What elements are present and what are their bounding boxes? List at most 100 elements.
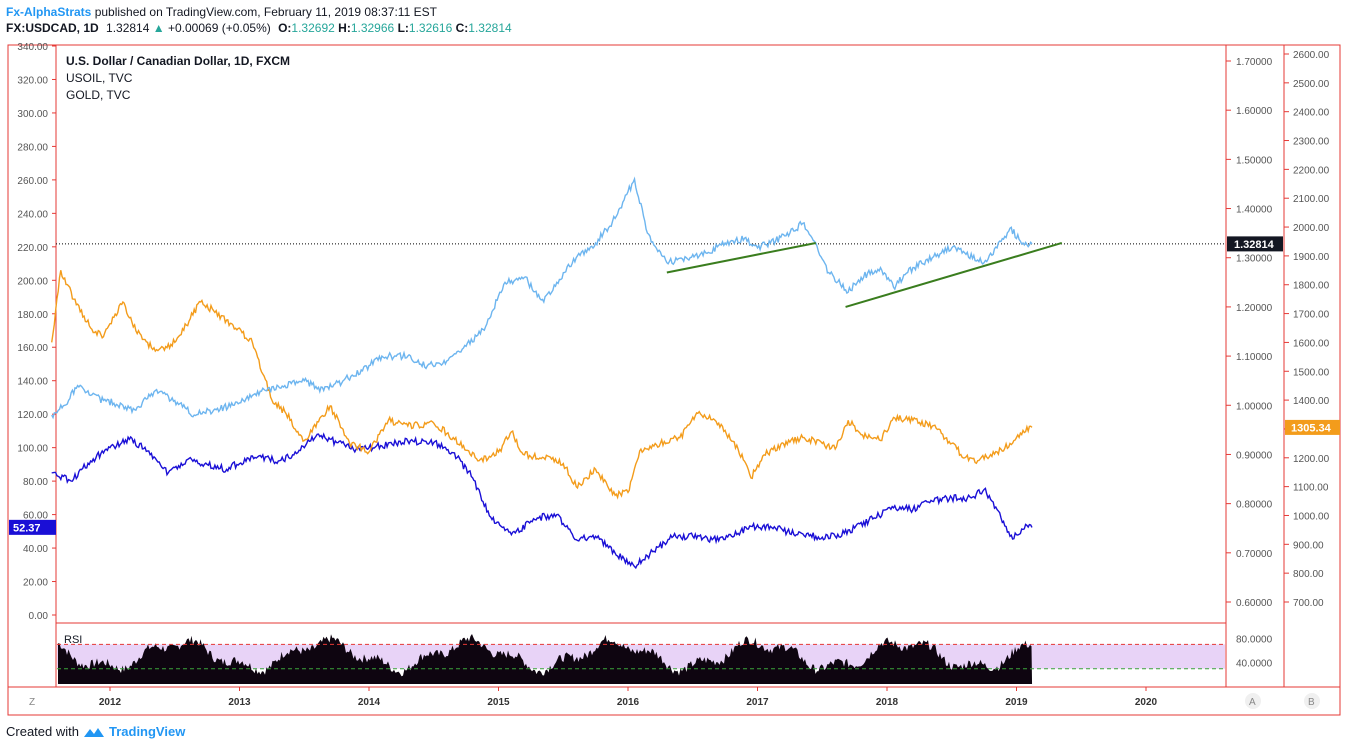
usdcad-price-axis[interactable]: 0.60000 0.70000 0.80000 0.90000 1.00000 1.100… xyxy=(1226,57,1273,609)
x-tick-label: 2016 xyxy=(617,697,640,708)
rsi-label: RSI xyxy=(64,634,82,646)
tradingview-logo-icon xyxy=(83,727,104,737)
created-with-text: Created with xyxy=(6,724,79,739)
mid-tick-label: 0.90000 xyxy=(1236,450,1273,461)
left-tick-label: 220.00 xyxy=(17,243,48,254)
right-tick-label: 1600.00 xyxy=(1293,338,1330,349)
author-link[interactable]: Fx-AlphaStrats xyxy=(6,5,92,19)
right-tick-label: 700.00 xyxy=(1293,598,1324,609)
series-group xyxy=(51,176,1033,570)
oil-price-badge: 52.37 xyxy=(9,519,56,535)
close-value: 1.32814 xyxy=(468,21,512,35)
trendline-1[interactable] xyxy=(666,241,816,274)
right-tick-label: 2000.00 xyxy=(1293,223,1330,234)
up-arrow-icon: ▲ xyxy=(152,21,165,35)
open-label: O: xyxy=(278,21,292,35)
published-text: published on TradingView.com, February 1… xyxy=(91,5,437,19)
auto-scale-label: A xyxy=(1249,697,1256,708)
x-tick-label: 2012 xyxy=(99,697,122,708)
right-tick-label: 1100.00 xyxy=(1293,483,1329,494)
left-tick-label: 20.00 xyxy=(23,578,48,589)
tradingview-link[interactable]: TradingView xyxy=(108,724,186,739)
gold-price-badge: 1305.34 xyxy=(1285,419,1340,435)
right-tick-label: 1200.00 xyxy=(1293,454,1330,465)
open-value: 1.32692 xyxy=(291,21,335,35)
trendline-group[interactable] xyxy=(666,241,1063,308)
auto-scale-button[interactable] xyxy=(1245,693,1261,709)
left-tick-label: 200.00 xyxy=(17,276,48,287)
change-value: +0.00069 (+0.05%) xyxy=(167,21,271,35)
mid-tick-label: 1.30000 xyxy=(1236,254,1273,265)
mid-tick-label: 1.00000 xyxy=(1236,401,1273,412)
left-tick-label: 320.00 xyxy=(17,75,48,86)
mid-tick-label: 0.60000 xyxy=(1236,598,1273,609)
high-value: 1.32966 xyxy=(350,21,395,35)
left-tick-label: 340.00 xyxy=(17,42,48,53)
right-tick-label: 1400.00 xyxy=(1293,396,1330,407)
scale-button-right[interactable] xyxy=(1304,693,1320,709)
gold-price-axis[interactable]: 700.00 800.00 900.00 1000.00 1100.00 1200.00 1… xyxy=(1284,50,1330,609)
rsi-axis[interactable]: 40.0000 80.0000 xyxy=(1236,634,1273,669)
usdcad-price-badge: 1.32814 xyxy=(1227,236,1283,252)
right-tick-label: 2500.00 xyxy=(1293,79,1330,90)
left-tick-label: 0.00 xyxy=(29,611,49,622)
mid-tick-label: 1.60000 xyxy=(1236,106,1273,117)
left-tick-label: 280.00 xyxy=(17,142,48,153)
scale-right-label: B xyxy=(1308,697,1315,708)
left-tick-label: 300.00 xyxy=(17,109,48,120)
oil-badge-text: 52.37 xyxy=(13,522,41,534)
left-tick-label: 40.00 xyxy=(23,544,48,555)
mid-tick-label: 1.20000 xyxy=(1236,303,1273,314)
x-tick-label: 2019 xyxy=(1005,697,1028,708)
left-tick-label: 120.00 xyxy=(17,410,48,421)
left-tick-label: 80.00 xyxy=(23,477,48,488)
series-line-usdcad xyxy=(51,176,1033,420)
low-label: L: xyxy=(397,21,409,35)
right-tick-label: 800.00 xyxy=(1293,569,1324,580)
right-tick-label: 2100.00 xyxy=(1293,194,1330,205)
right-tick-label: 2300.00 xyxy=(1293,137,1330,148)
time-axis[interactable]: 2012 2013 2014 2015 2016 2017 2018 2019 2020 xyxy=(99,687,1158,708)
legend-gold[interactable]: GOLD, TVC xyxy=(66,88,131,102)
high-label: H: xyxy=(338,21,351,35)
scale-button-left[interactable]: Z xyxy=(29,697,35,708)
usdcad-badge-text: 1.32814 xyxy=(1234,239,1275,251)
right-tick-label: 1900.00 xyxy=(1293,252,1330,263)
gold-badge-text: 1305.34 xyxy=(1291,422,1332,434)
x-tick-label: 2013 xyxy=(228,697,251,708)
left-tick-label: 240.00 xyxy=(17,209,48,220)
right-tick-label: 2600.00 xyxy=(1293,50,1330,61)
series-line-usoil xyxy=(51,432,1033,570)
rsi-tick-label: 40.0000 xyxy=(1236,659,1273,670)
right-tick-label: 1000.00 xyxy=(1293,511,1330,522)
chart-header: Fx-AlphaStrats published on TradingView.… xyxy=(6,4,512,36)
close-label: C: xyxy=(455,21,469,35)
x-tick-label: 2015 xyxy=(487,697,510,708)
last-price: 1.32814 xyxy=(106,21,150,35)
legend-usoil[interactable]: USOIL, TVC xyxy=(66,71,133,85)
mid-tick-label: 1.40000 xyxy=(1236,205,1273,216)
left-tick-label: 260.00 xyxy=(17,176,48,187)
rsi-tick-label: 80.0000 xyxy=(1236,634,1273,645)
x-tick-label: 2017 xyxy=(746,697,769,708)
series-line-gold xyxy=(51,270,1033,500)
left-tick-label: 140.00 xyxy=(17,377,48,388)
symbol-label[interactable]: FX:USDCAD, 1D xyxy=(6,21,99,35)
left-tick-label: 100.00 xyxy=(17,444,48,455)
left-tick-label: 60.00 xyxy=(23,511,48,522)
mid-tick-label: 1.50000 xyxy=(1236,155,1273,166)
x-tick-label: 2020 xyxy=(1135,697,1158,708)
mid-axis-frame xyxy=(1225,44,1285,688)
low-value: 1.32616 xyxy=(408,21,453,35)
main-pane-frame xyxy=(55,44,1227,624)
left-tick-label: 180.00 xyxy=(17,310,48,321)
right-tick-label: 2400.00 xyxy=(1293,108,1330,119)
right-tick-label: 900.00 xyxy=(1293,540,1324,551)
mid-tick-label: 0.70000 xyxy=(1236,549,1273,560)
trendline-2[interactable] xyxy=(845,242,1063,308)
left-price-axis[interactable]: 0.00 20.00 40.00 60.00 80.00 100.00 120.00 140.… xyxy=(17,42,56,622)
symbol-line: FX:USDCAD, 1D 1.32814 ▲ +0.00069 (+0.05%… xyxy=(6,20,512,36)
legend-usdcad[interactable]: U.S. Dollar / Canadian Dollar, 1D, FXCM xyxy=(66,54,290,68)
x-tick-label: 2018 xyxy=(876,697,899,708)
